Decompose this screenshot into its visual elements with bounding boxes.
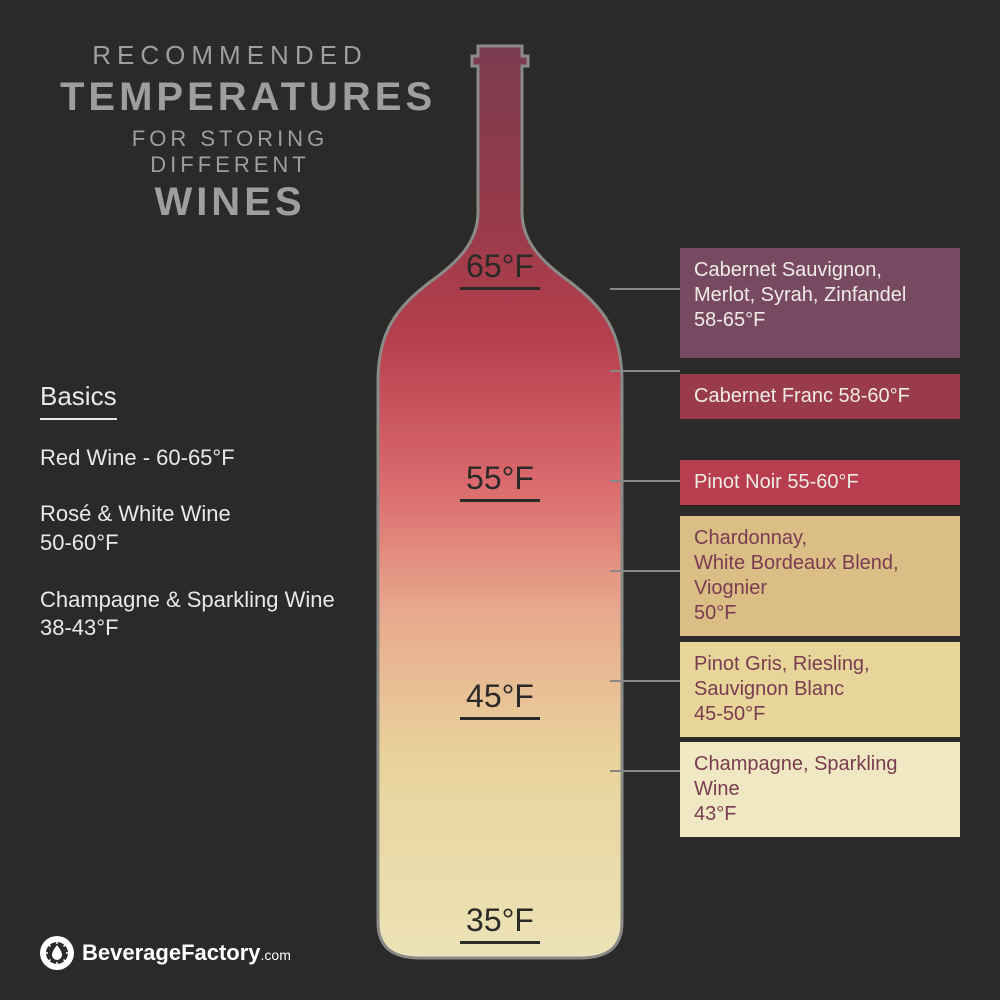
wine-category-box: Pinot Noir 55-60°F — [680, 460, 960, 505]
basics-heading: Basics — [40, 380, 117, 420]
temp-label: 35°F — [460, 902, 540, 944]
title-line-2: TEMPERATURES — [60, 75, 400, 120]
connector-line — [610, 770, 680, 772]
logo-brand: BeverageFactory — [82, 940, 261, 965]
logo-tld: .com — [261, 947, 291, 963]
temp-label: 65°F — [460, 248, 540, 290]
connector-line — [610, 480, 680, 482]
wine-category-box: Chardonnay,White Bordeaux Blend, Viognie… — [680, 516, 960, 636]
title-line-1: RECOMMENDED — [60, 40, 400, 71]
bottle-svg — [370, 42, 630, 962]
wine-category-box: Cabernet Franc 58-60°F — [680, 374, 960, 419]
logo: BeverageFactory.com — [40, 936, 291, 970]
basics-item: Champagne & Sparkling Wine38-43°F — [40, 586, 335, 643]
basics-item: Red Wine - 60-65°F — [40, 444, 335, 473]
connector-line — [610, 570, 680, 572]
logo-text: BeverageFactory.com — [82, 940, 291, 966]
wine-category-box: Pinot Gris, Riesling, Sauvignon Blanc45-… — [680, 642, 960, 737]
basics-item: Rosé & White Wine50-60°F — [40, 500, 335, 557]
connector-line — [610, 370, 680, 372]
gear-drop-icon — [40, 936, 74, 970]
temp-label: 55°F — [460, 460, 540, 502]
title-line-4: WINES — [60, 180, 400, 225]
wine-category-box: Champagne, Sparkling Wine43°F — [680, 742, 960, 837]
title-block: RECOMMENDED TEMPERATURES FOR STORING DIF… — [60, 40, 400, 225]
wine-bottle: 65°F 55°F 45°F 35°F — [370, 42, 630, 962]
wine-category-box: Cabernet Sauvignon, Merlot, Syrah, Zinfa… — [680, 248, 960, 358]
temp-label: 45°F — [460, 678, 540, 720]
connector-line — [610, 680, 680, 682]
title-line-3: FOR STORING DIFFERENT — [60, 126, 400, 178]
connector-line — [610, 288, 680, 290]
basics-block: Basics Red Wine - 60-65°F Rosé & White Wi… — [40, 380, 335, 671]
